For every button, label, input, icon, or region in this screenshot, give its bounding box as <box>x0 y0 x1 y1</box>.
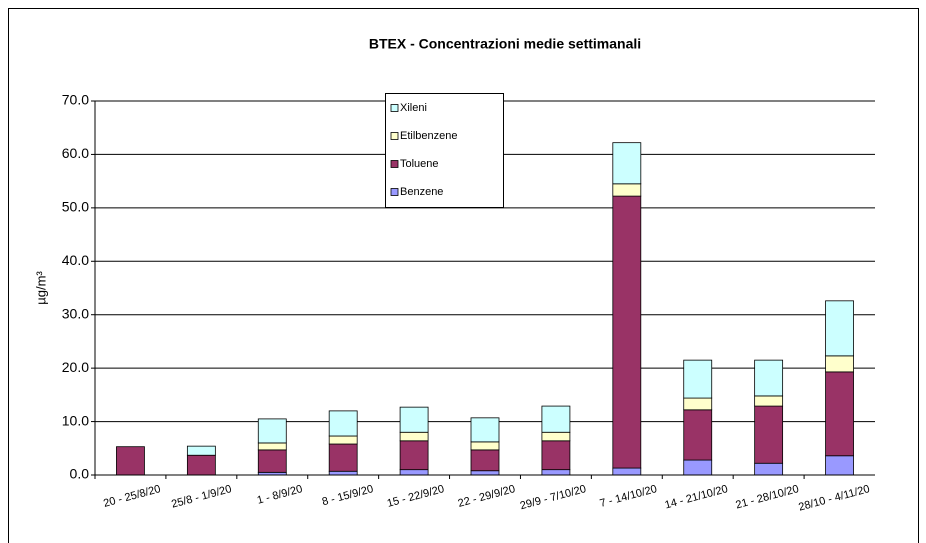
bar-segment <box>825 371 854 457</box>
bar-segment <box>328 435 358 445</box>
bar-segment <box>541 405 571 433</box>
bar-segment <box>399 440 429 471</box>
chart-title: BTEX - Concentrazioni medie settimanali <box>369 36 641 52</box>
bar-segment <box>328 410 358 437</box>
bar-segment <box>399 406 429 433</box>
bar-segment <box>541 440 571 471</box>
y-tick-label: 30.0 <box>62 305 89 321</box>
legend-swatch <box>390 104 399 112</box>
legend-swatch <box>390 160 399 168</box>
bar-segment <box>470 470 500 476</box>
bar-segment <box>116 446 145 476</box>
y-tick-label: 60.0 <box>62 145 89 161</box>
legend-swatch <box>390 188 399 196</box>
bar-segment <box>257 418 287 444</box>
y-tick-label: 0.0 <box>70 466 90 482</box>
legend-swatch <box>390 132 399 140</box>
bar-segment <box>612 142 642 185</box>
bar-segment <box>328 443 358 472</box>
bar-segment <box>612 183 642 197</box>
bar-segment <box>186 445 216 456</box>
bar-segment <box>825 455 854 476</box>
bar-segment <box>470 441 500 451</box>
legend-label: Benzene <box>400 186 443 198</box>
y-tick-label: 50.0 <box>62 199 89 215</box>
bar-segment <box>683 459 713 476</box>
bar-segment <box>683 397 713 411</box>
y-tick-label: 70.0 <box>62 92 89 108</box>
y-tick-label: 20.0 <box>62 359 89 375</box>
bar-segment <box>825 355 854 373</box>
legend-label: Toluene <box>400 158 439 170</box>
bar-segment <box>328 470 358 476</box>
legend-label: Etilbenzene <box>400 130 458 142</box>
y-tick-label: 40.0 <box>62 252 89 268</box>
bar-segment <box>754 462 784 476</box>
bar-segment <box>825 300 854 357</box>
bar-segment <box>683 409 713 461</box>
bar-segment <box>257 449 287 473</box>
bar-segment <box>257 442 287 451</box>
bar-segment <box>754 359 784 397</box>
bar-segment <box>186 454 216 476</box>
y-axis-label: µg/m³ <box>33 271 48 305</box>
y-tick-label: 10.0 <box>62 412 89 428</box>
bar-segment <box>399 431 429 442</box>
bar-segment <box>541 431 571 442</box>
bar-segment <box>612 195 642 469</box>
bar-segment <box>683 359 713 399</box>
legend-box <box>385 93 504 208</box>
bar-segment <box>541 469 571 476</box>
bar-segment <box>399 469 429 476</box>
bar-segment <box>612 467 642 476</box>
bar-segment <box>470 449 500 472</box>
bar-segment <box>754 405 784 464</box>
legend-label: Xileni <box>400 102 427 114</box>
bar-segment <box>754 395 784 407</box>
bar-segment <box>470 417 500 443</box>
